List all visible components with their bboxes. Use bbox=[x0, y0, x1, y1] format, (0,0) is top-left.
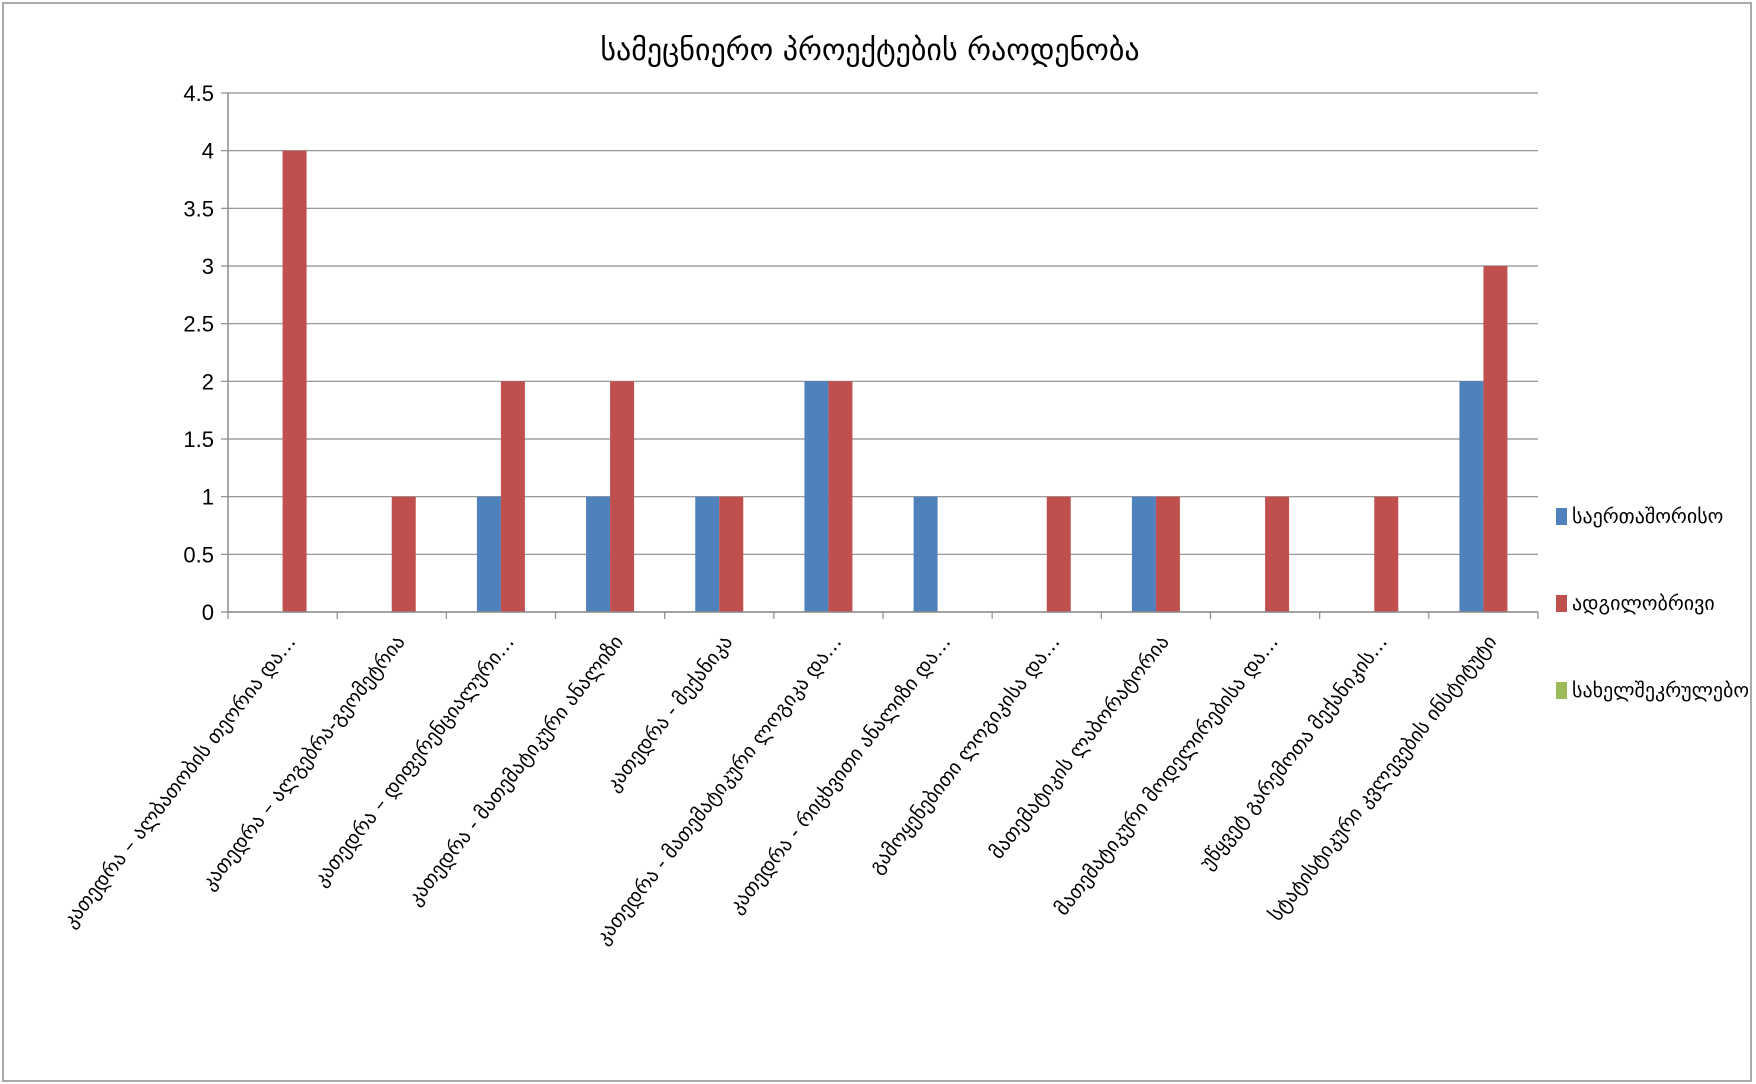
y-tick-label: 4.5 bbox=[183, 81, 214, 106]
bar-1 bbox=[1459, 381, 1484, 612]
y-tick-label: 1.5 bbox=[183, 427, 214, 452]
bar-2 bbox=[1265, 496, 1290, 612]
x-tick-label: კათედრა – ალგებრა-გეომეტრია bbox=[196, 630, 410, 894]
x-tick-label: უწყვეტ გარემოთა მექანიკის… bbox=[1194, 630, 1392, 874]
x-tick-label: კათედრა - მათემატიკური ანალიზი bbox=[402, 630, 628, 909]
legend-label: სახელშეკრულებო bbox=[1572, 678, 1749, 702]
bar-2 bbox=[1046, 496, 1071, 612]
bar-1 bbox=[913, 496, 938, 612]
bar-2 bbox=[610, 381, 635, 612]
x-tick-label: კათედრა – დიფერენციალური… bbox=[308, 630, 519, 890]
y-tick-label: 2.5 bbox=[183, 312, 214, 337]
bar-2 bbox=[391, 496, 416, 612]
legend-swatch bbox=[1556, 595, 1567, 612]
y-axis-ticks: 0 0.5 1 1.5 2 2.5 3 3.5 4 4.5 bbox=[183, 81, 228, 625]
bar-1 bbox=[586, 496, 611, 612]
chart-title: სამეცნიერო პროექტების რაოდენობა bbox=[600, 33, 1139, 68]
bar-1 bbox=[695, 496, 720, 612]
bar-1 bbox=[476, 496, 501, 612]
y-tick-label: 0 bbox=[202, 600, 214, 625]
x-tick-label: კათედრა - რიცხვითი ანალიზი და… bbox=[724, 630, 956, 917]
legend-swatch bbox=[1556, 508, 1567, 525]
legend-label: ადგილობრივი bbox=[1572, 591, 1715, 615]
y-tick-label: 0.5 bbox=[183, 542, 214, 567]
bar-2 bbox=[1374, 496, 1399, 612]
x-tick-label: მათემატიკის ლაბორატორია bbox=[984, 630, 1173, 863]
y-tick-label: 1 bbox=[202, 485, 214, 510]
y-tick-label: 3.5 bbox=[183, 196, 214, 221]
x-tick-label: მათემატიკური მოდელირებისა და… bbox=[1049, 630, 1283, 920]
bar-2 bbox=[828, 381, 853, 612]
y-tick-label: 2 bbox=[202, 369, 214, 394]
bar-2 bbox=[500, 381, 525, 612]
legend: საერთაშორისო ადგილობრივი სახელშეკრულებო bbox=[1556, 504, 1749, 702]
y-tick-label: 3 bbox=[202, 254, 214, 279]
bar-2 bbox=[1483, 266, 1508, 612]
legend-label: საერთაშორისო bbox=[1572, 504, 1723, 528]
x-tick-label: კათედრა - მათემატიკური ლოგიკა და… bbox=[590, 630, 846, 948]
bar-2 bbox=[282, 150, 307, 612]
bar-2 bbox=[1155, 496, 1180, 612]
bar-2 bbox=[719, 496, 744, 612]
bar-1 bbox=[804, 381, 829, 612]
x-tick-label: სტატისტიკური კვლევების ინსტიტუტი bbox=[1263, 630, 1501, 925]
bar-1 bbox=[1131, 496, 1156, 612]
axes bbox=[227, 93, 1538, 613]
x-axis-ticks: კათედრა – ალბათობის თეორია და…კათედრა – … bbox=[57, 612, 1539, 949]
y-tick-label: 4 bbox=[202, 139, 214, 164]
gridlines bbox=[228, 92, 1538, 613]
x-tick-label: გამოყენებითი ლოგიკისა და… bbox=[864, 630, 1065, 878]
legend-swatch bbox=[1556, 682, 1567, 699]
x-tick-label: კათედრა – ალბათობის თეორია და… bbox=[57, 630, 300, 932]
bars bbox=[282, 150, 1508, 612]
